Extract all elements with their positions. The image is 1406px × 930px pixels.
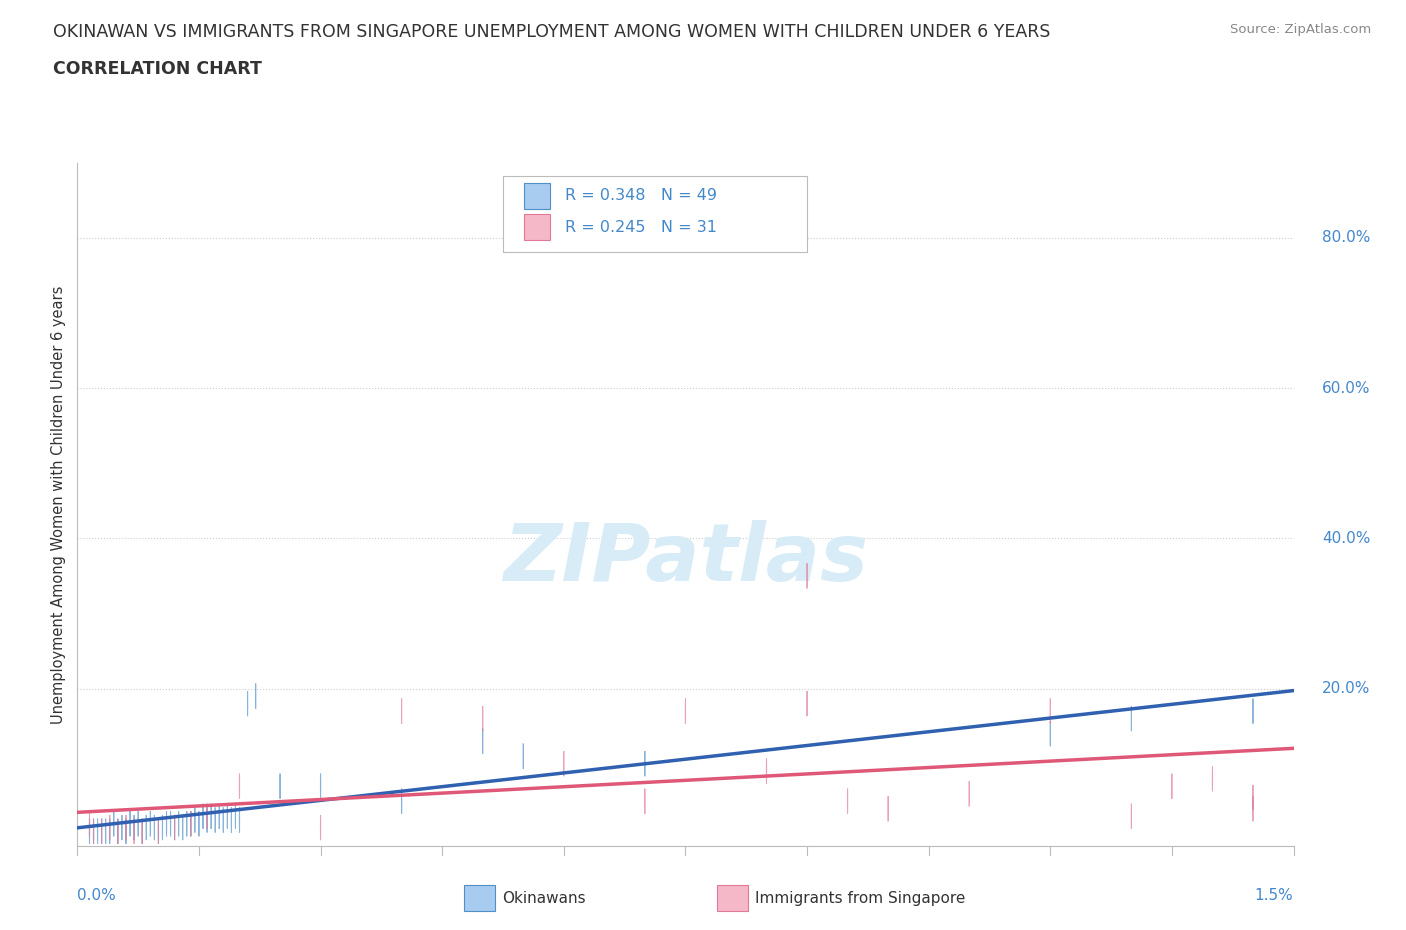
Text: 0.0%: 0.0% (77, 887, 117, 903)
Text: 80.0%: 80.0% (1322, 231, 1371, 246)
Text: 1.5%: 1.5% (1254, 887, 1294, 903)
Text: CORRELATION CHART: CORRELATION CHART (53, 60, 263, 78)
Text: OKINAWAN VS IMMIGRANTS FROM SINGAPORE UNEMPLOYMENT AMONG WOMEN WITH CHILDREN UND: OKINAWAN VS IMMIGRANTS FROM SINGAPORE UN… (53, 23, 1050, 41)
Text: Immigrants from Singapore: Immigrants from Singapore (755, 891, 966, 906)
Text: Okinawans: Okinawans (502, 891, 585, 906)
Text: ZIPatlas: ZIPatlas (503, 520, 868, 598)
Text: 40.0%: 40.0% (1322, 531, 1371, 546)
Text: 60.0%: 60.0% (1322, 380, 1371, 395)
Text: Source: ZipAtlas.com: Source: ZipAtlas.com (1230, 23, 1371, 36)
Y-axis label: Unemployment Among Women with Children Under 6 years: Unemployment Among Women with Children U… (51, 286, 66, 724)
FancyBboxPatch shape (523, 182, 550, 208)
FancyBboxPatch shape (523, 214, 550, 240)
Text: R = 0.348   N = 49: R = 0.348 N = 49 (565, 188, 717, 203)
Text: R = 0.245   N = 31: R = 0.245 N = 31 (565, 219, 717, 234)
Text: 20.0%: 20.0% (1322, 681, 1371, 696)
FancyBboxPatch shape (503, 177, 807, 252)
